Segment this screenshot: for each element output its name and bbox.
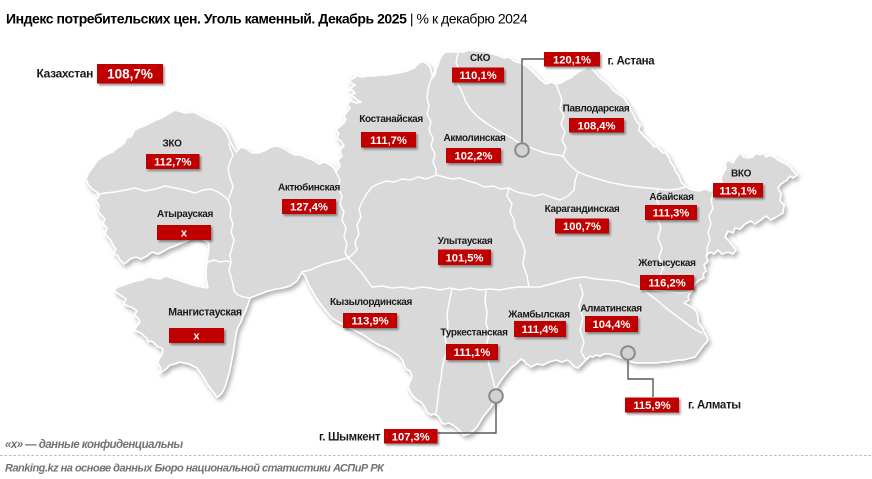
- svg-text:111,4%: 111,4%: [522, 324, 559, 336]
- svg-text:Павлодарская: Павлодарская: [563, 104, 630, 115]
- svg-text:111,7%: 111,7%: [370, 135, 407, 147]
- svg-text:Индекс потребительских цен. Уг: Индекс потребительских цен. Уголь каменн…: [6, 11, 528, 27]
- svg-text:108,7%: 108,7%: [107, 67, 153, 82]
- svg-text:г. Астана: г. Астана: [608, 56, 656, 68]
- svg-text:«х» — данные конфиденциальны: «х» — данные конфиденциальны: [5, 439, 183, 451]
- svg-text:101,5%: 101,5%: [446, 252, 484, 264]
- svg-text:г. Шымкент: г. Шымкент: [319, 432, 381, 444]
- svg-text:102,2%: 102,2%: [455, 151, 493, 163]
- svg-text:116,2%: 116,2%: [648, 278, 685, 290]
- svg-text:104,4%: 104,4%: [593, 319, 631, 331]
- svg-text:ЗКО: ЗКО: [162, 139, 182, 150]
- svg-text:120,1%: 120,1%: [553, 54, 591, 66]
- svg-text:Карагандинская: Карагандинская: [545, 204, 620, 215]
- svg-text:Алматинская: Алматинская: [580, 304, 642, 315]
- svg-text:г. Алматы: г. Алматы: [688, 400, 741, 412]
- svg-text:110,1%: 110,1%: [459, 70, 496, 82]
- svg-text:СКО: СКО: [470, 53, 491, 64]
- svg-text:Туркестанская: Туркестанская: [440, 328, 508, 339]
- svg-text:108,4%: 108,4%: [578, 120, 616, 132]
- svg-text:113,1%: 113,1%: [719, 185, 756, 197]
- svg-text:111,1%: 111,1%: [454, 347, 491, 359]
- svg-text:Казахстан: Казахстан: [37, 67, 94, 81]
- svg-text:Жамбылская: Жамбылская: [507, 309, 570, 321]
- svg-text:112,7%: 112,7%: [154, 157, 191, 169]
- svg-text:ВКО: ВКО: [731, 169, 752, 180]
- svg-text:Абайская: Абайская: [649, 191, 694, 203]
- svg-text:100,7%: 100,7%: [563, 221, 601, 233]
- svg-text:127,4%: 127,4%: [290, 202, 328, 214]
- svg-text:Ranking.kz на основе данных Бю: Ranking.kz на основе данных Бюро национа…: [5, 463, 385, 475]
- svg-text:Актюбинская: Актюбинская: [278, 182, 341, 194]
- svg-text:115,9%: 115,9%: [633, 400, 670, 412]
- svg-text:107,3%: 107,3%: [392, 431, 430, 443]
- svg-text:x: x: [193, 331, 200, 343]
- svg-text:Кызылординская: Кызылординская: [330, 297, 412, 308]
- svg-text:Атырауская: Атырауская: [157, 209, 213, 220]
- svg-text:Акмолинская: Акмолинская: [443, 133, 506, 144]
- svg-text:Жетысуская: Жетысуская: [637, 258, 696, 269]
- svg-text:Улытауская: Улытауская: [438, 236, 493, 247]
- svg-text:Костанайская: Костанайская: [359, 114, 423, 125]
- svg-text:Мангистауская: Мангистауская: [168, 307, 242, 319]
- svg-text:113,9%: 113,9%: [351, 316, 388, 328]
- svg-text:111,3%: 111,3%: [653, 208, 690, 220]
- svg-text:x: x: [181, 228, 188, 240]
